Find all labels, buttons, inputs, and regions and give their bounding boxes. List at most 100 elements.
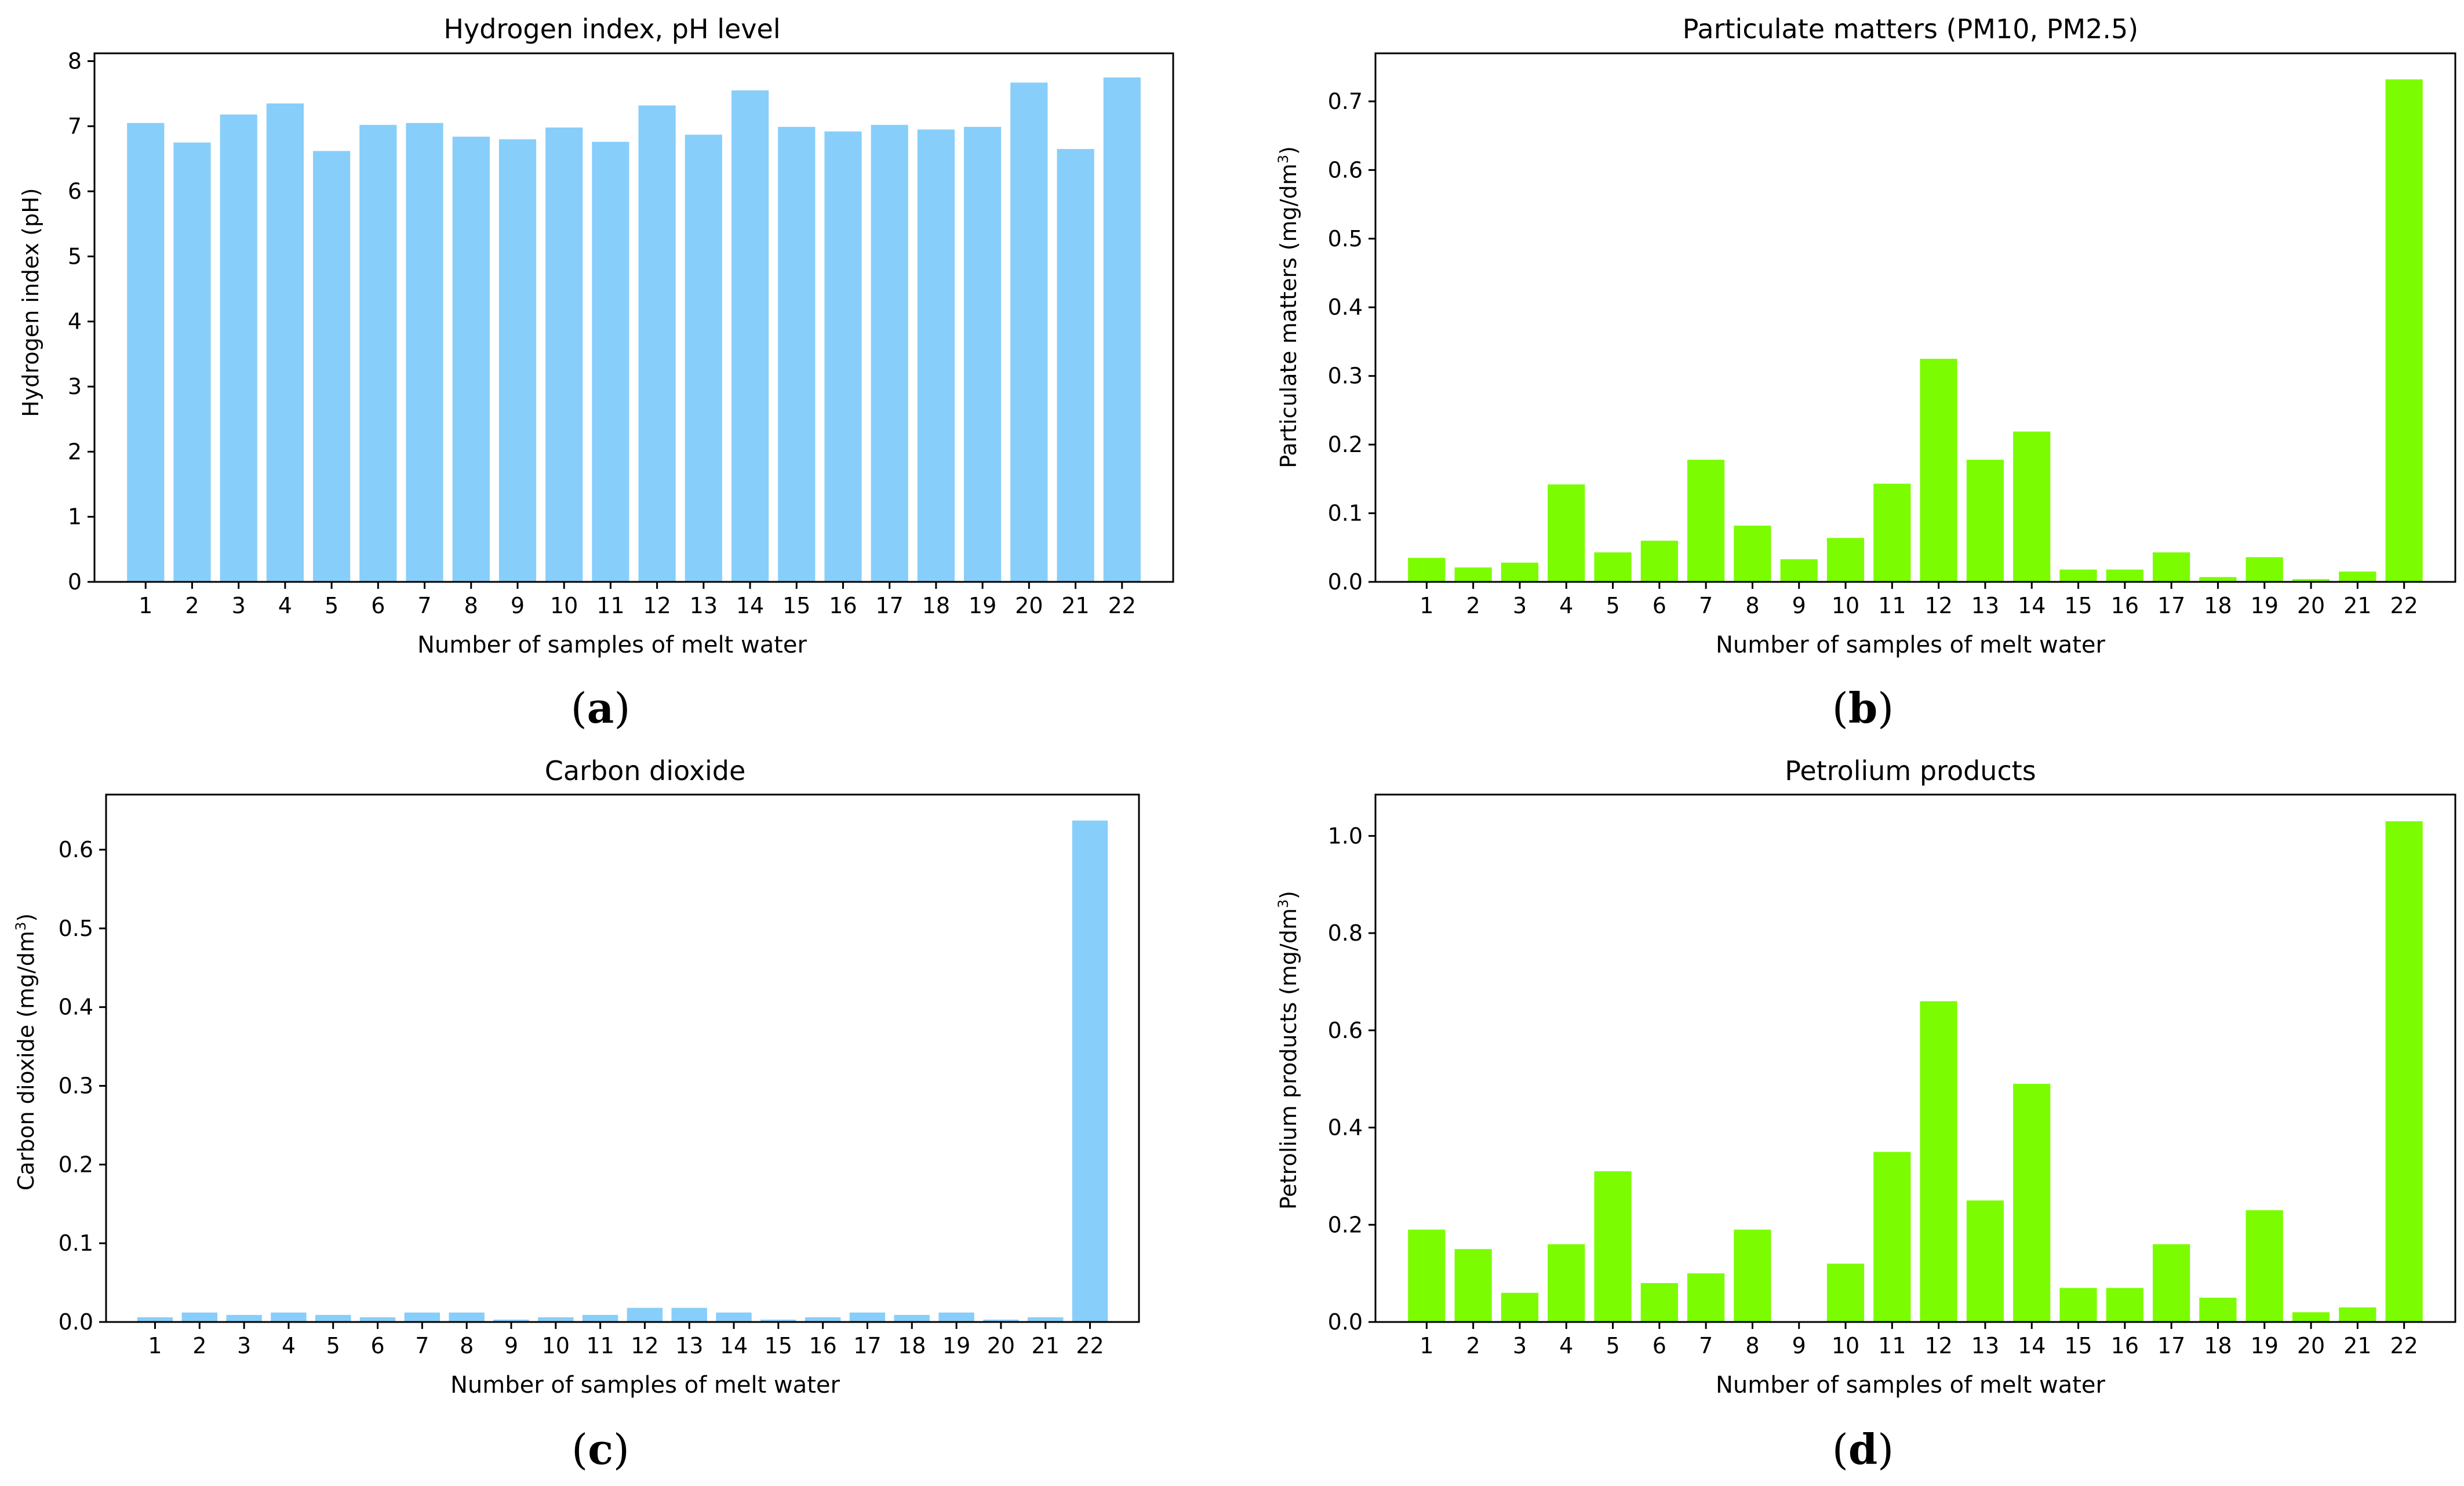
panel-c-bar-5 (315, 1314, 351, 1322)
panel-c-bar-14 (716, 1312, 752, 1322)
panel-b-ytick-label: 0.1 (1328, 501, 1363, 526)
panel-a-ytick-label: 4 (68, 309, 82, 334)
panel-d-title: Petrolium products (1785, 755, 2036, 786)
panel-b-bar-17 (2153, 552, 2190, 582)
panel-c-ytick-label: 0.0 (59, 1309, 93, 1335)
panel-a-xtick-label: 21 (1061, 593, 1089, 618)
panel-c-xtick-label: 3 (237, 1333, 251, 1358)
panel-d-bar-1 (1408, 1229, 1446, 1322)
panel-d: Petrolium products Petrolium products (m… (1275, 755, 2456, 1474)
panel-b-bar-14 (2013, 431, 2051, 582)
panel-b-xtick-label: 10 (1832, 593, 1859, 618)
panel-b-ytick-label: 0.2 (1328, 432, 1363, 457)
panel-b-bar-19 (2245, 557, 2283, 582)
panel-d-bar-21 (2339, 1307, 2376, 1322)
panel-d-xlabel: Number of samples of melt water (1716, 1372, 2106, 1398)
panel-c-bar-22 (1072, 820, 1108, 1322)
panel-b-bar-20 (2292, 579, 2330, 582)
panel-a-bar-21 (1057, 149, 1094, 582)
panel-a-bar-16 (824, 131, 862, 582)
panel-b-xtick-label: 6 (1653, 593, 1666, 618)
panel-c-xtick-label: 17 (853, 1333, 881, 1358)
panel-a-bar-8 (452, 136, 490, 582)
panel-b-xtick-label: 22 (2390, 593, 2418, 618)
panel-c-bar-15 (760, 1319, 796, 1322)
panel-a-xtick-label: 4 (278, 593, 292, 618)
panel-d-bar-10 (1826, 1263, 1865, 1322)
panel-a-bar-7 (406, 123, 443, 582)
panel-a-bar-19 (964, 126, 1002, 582)
panel-c-bar-10 (538, 1317, 574, 1322)
panel-c-axes-frame (105, 793, 1140, 1323)
panel-d-xtick-label: 19 (2251, 1333, 2279, 1358)
panel-a-ytick-label: 8 (68, 48, 82, 74)
panel-a-xtick-label: 2 (185, 593, 199, 618)
panel-a-bar-17 (871, 125, 908, 582)
panel-d-bar-15 (2059, 1288, 2097, 1322)
panel-d-xtick-label: 9 (1792, 1333, 1806, 1358)
panel-a-plot: 1 2 3 4 5 6 7 8 9 10 11 12 13 14 15 16 17 18 19 20 21 2201234… (68, 48, 1174, 618)
panel-c-xtick-label: 6 (370, 1333, 384, 1358)
panel-b-bar-4 (1548, 484, 1585, 582)
panel-c-xtick-label: 16 (809, 1333, 836, 1358)
panel-d-bar-13 (1966, 1200, 2004, 1322)
panel-d-xtick-label: 13 (1971, 1333, 1999, 1358)
panel-b-bar-9 (1780, 559, 1818, 582)
panel-d-bar-7 (1687, 1273, 1725, 1322)
panel-c-ytick-label: 0.1 (59, 1230, 93, 1256)
panel-d-bar-18 (2199, 1298, 2237, 1322)
panel-d-xtick-label: 22 (2390, 1333, 2418, 1358)
panel-d-bar-14 (2013, 1084, 2051, 1322)
panel-b-xtick-label: 4 (1559, 593, 1573, 618)
panel-b: Particulate matters (PM10, PM2.5) Partic… (1275, 13, 2456, 733)
panel-d-bar-12 (1920, 1001, 1957, 1322)
panel-d-ytick-label: 0.2 (1328, 1212, 1363, 1237)
panel-d-xtick-label: 4 (1559, 1333, 1573, 1358)
panel-a-bar-1 (127, 123, 165, 582)
panel-d-bar-20 (2292, 1312, 2330, 1322)
panel-d-bar-3 (1501, 1292, 1538, 1322)
panel-d-xtick-label: 15 (2064, 1333, 2092, 1358)
panel-d-xtick-label: 17 (2157, 1333, 2185, 1358)
panel-b-bar-7 (1687, 460, 1725, 582)
panel-b-xtick-label: 1 (1420, 593, 1433, 618)
panel-a-bar-22 (1103, 77, 1141, 582)
panel-a-ytick-label: 5 (68, 243, 82, 269)
panel-c-ytick-label: 0.3 (59, 1073, 93, 1099)
panel-b-bar-10 (1826, 538, 1865, 582)
panel-d-bar-8 (1734, 1229, 1771, 1322)
panel-c-bar-3 (226, 1314, 262, 1322)
panel-d-plot: 1 2 3 4 5 6 7 8 9 10 11 12 13 14 15 16 17 18 19 20 21 220.00.… (1328, 793, 2456, 1358)
panel-b-xlabel: Number of samples of melt water (1716, 632, 2106, 658)
panel-b-xtick-label: 2 (1466, 593, 1480, 618)
panel-d-bar-16 (2106, 1288, 2143, 1322)
panel-d-xtick-label: 3 (1513, 1333, 1527, 1358)
panel-a-bar-13 (685, 134, 722, 582)
panel-a-ytick-label: 2 (68, 439, 82, 464)
panel-d-xtick-label: 14 (2018, 1333, 2046, 1358)
panel-b-ytick-label: 0.6 (1328, 157, 1363, 183)
panel-c-bar-19 (938, 1312, 974, 1322)
panel-b-bar-6 (1640, 540, 1678, 582)
panel-b-bar-18 (2199, 577, 2237, 582)
panel-c-bar-13 (671, 1307, 707, 1322)
panel-b-bar-11 (1873, 483, 1911, 582)
panel-d-ytick-label: 1.0 (1328, 823, 1363, 848)
panel-b-bar-1 (1408, 558, 1446, 582)
panel-c-xtick-label: 4 (282, 1333, 296, 1358)
panel-d-ytick-label: 0.6 (1328, 1018, 1363, 1043)
panel-a-xtick-label: 3 (232, 593, 246, 618)
panel-d-axes-frame (1374, 793, 2456, 1323)
panel-b-xtick-label: 20 (2297, 593, 2325, 618)
panel-d-xtick-label: 11 (1878, 1333, 1906, 1358)
panel-d-xtick-label: 12 (1924, 1333, 1952, 1358)
panel-a-bar-12 (638, 105, 676, 582)
panel-a-xtick-label: 9 (511, 593, 525, 618)
panel-b-xtick-label: 11 (1878, 593, 1906, 618)
panel-b-bar-22 (2385, 79, 2423, 582)
panel-b-axes-frame (1374, 52, 2456, 583)
panel-a-xtick-label: 12 (643, 593, 671, 618)
panel-c-bar-6 (359, 1317, 396, 1322)
panel-a-xtick-label: 22 (1108, 593, 1136, 618)
